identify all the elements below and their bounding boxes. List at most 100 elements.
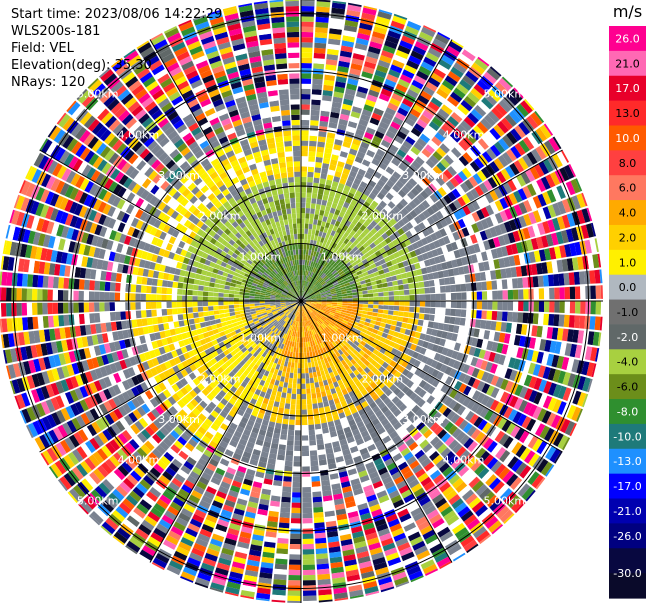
velocity-cell xyxy=(526,151,538,165)
velocity-cell xyxy=(302,456,310,462)
velocity-cell xyxy=(297,378,301,384)
velocity-cell xyxy=(262,397,269,405)
velocity-cell xyxy=(391,59,405,69)
velocity-cell xyxy=(337,268,343,274)
velocity-cell xyxy=(316,275,321,281)
velocity-cell xyxy=(546,189,557,203)
velocity-cell xyxy=(407,401,417,410)
velocity-cell xyxy=(174,412,184,422)
velocity-cell xyxy=(316,1,331,8)
velocity-cell xyxy=(446,332,453,341)
velocity-cell xyxy=(218,485,229,495)
velocity-cell xyxy=(158,474,171,486)
velocity-cell xyxy=(118,502,132,515)
velocity-cell xyxy=(140,444,151,455)
velocity-cell xyxy=(211,577,226,586)
velocity-cell xyxy=(439,208,449,218)
velocity-cell xyxy=(269,505,280,512)
velocity-cell xyxy=(278,522,290,529)
velocity-cell xyxy=(354,492,365,501)
velocity-cell xyxy=(367,537,380,546)
velocity-cell xyxy=(240,590,255,598)
velocity-cell xyxy=(386,372,394,380)
velocity-cell xyxy=(218,390,227,398)
velocity-cell xyxy=(366,315,372,320)
velocity-cell xyxy=(365,265,372,272)
velocity-cell xyxy=(369,41,383,50)
velocity-cell xyxy=(311,476,320,482)
velocity-cell xyxy=(487,110,500,123)
velocity-cell xyxy=(321,298,327,300)
velocity-cell xyxy=(340,324,346,329)
velocity-cell xyxy=(190,398,199,408)
velocity-cell xyxy=(575,178,583,192)
velocity-cell xyxy=(345,220,352,227)
velocity-cell xyxy=(159,441,170,451)
velocity-cell xyxy=(282,387,288,393)
velocity-cell xyxy=(263,546,275,554)
velocity-cell xyxy=(302,311,304,317)
velocity-cell xyxy=(379,175,389,184)
velocity-cell xyxy=(444,277,451,285)
velocity-cell xyxy=(395,537,409,547)
velocity-cell xyxy=(309,271,312,277)
velocity-cell xyxy=(300,301,301,307)
velocity-cell xyxy=(400,394,409,403)
velocity-cell xyxy=(320,330,326,336)
velocity-cell xyxy=(370,36,384,45)
velocity-cell xyxy=(322,90,333,97)
velocity-cell xyxy=(436,147,447,158)
velocity-cell xyxy=(362,242,369,249)
velocity-cell xyxy=(321,294,327,297)
velocity-cell xyxy=(411,242,419,250)
velocity-cell xyxy=(334,597,349,602)
velocity-cell xyxy=(537,193,547,207)
velocity-cell xyxy=(486,281,493,290)
velocity-cell xyxy=(296,394,301,400)
velocity-cell xyxy=(152,433,162,444)
velocity-cell xyxy=(341,275,347,280)
velocity-cell xyxy=(313,501,323,508)
velocity-cell xyxy=(368,389,376,397)
velocity-cell xyxy=(425,301,431,307)
velocity-cell xyxy=(536,440,548,455)
velocity-cell xyxy=(323,227,329,234)
velocity-cell xyxy=(466,518,481,531)
velocity-cell xyxy=(494,365,503,376)
velocity-cell xyxy=(310,284,315,290)
velocity-cell xyxy=(425,125,437,136)
velocity-cell xyxy=(260,567,273,574)
velocity-cell xyxy=(512,411,523,424)
velocity-cell xyxy=(478,241,486,252)
velocity-cell xyxy=(452,552,466,562)
velocity-cell xyxy=(447,454,459,466)
velocity-cell xyxy=(465,309,472,318)
velocity-cell xyxy=(469,129,481,141)
velocity-cell xyxy=(369,471,379,480)
velocity-cell xyxy=(383,409,393,418)
velocity-cell xyxy=(330,288,336,292)
velocity-cell xyxy=(340,353,347,360)
velocity-cell xyxy=(495,389,505,401)
velocity-cell xyxy=(434,132,446,143)
velocity-cell xyxy=(147,511,161,523)
velocity-cell xyxy=(488,238,496,249)
velocity-cell xyxy=(353,264,359,270)
velocity-cell xyxy=(467,376,476,387)
velocity-cell xyxy=(419,307,425,314)
velocity-cell xyxy=(430,422,440,432)
velocity-cell xyxy=(347,292,353,296)
velocity-cell xyxy=(246,372,254,380)
velocity-cell xyxy=(237,409,245,417)
velocity-cell xyxy=(317,360,322,366)
velocity-cell xyxy=(216,323,223,329)
velocity-cell xyxy=(365,99,376,108)
velocity-cell xyxy=(374,377,382,386)
velocity-cell xyxy=(358,507,370,516)
velocity-cell xyxy=(351,309,358,313)
velocity-cell xyxy=(298,357,301,364)
velocity-cell xyxy=(431,223,439,232)
velocity-cell xyxy=(384,439,394,449)
velocity-cell xyxy=(368,304,374,309)
velocity-cell xyxy=(286,393,292,399)
